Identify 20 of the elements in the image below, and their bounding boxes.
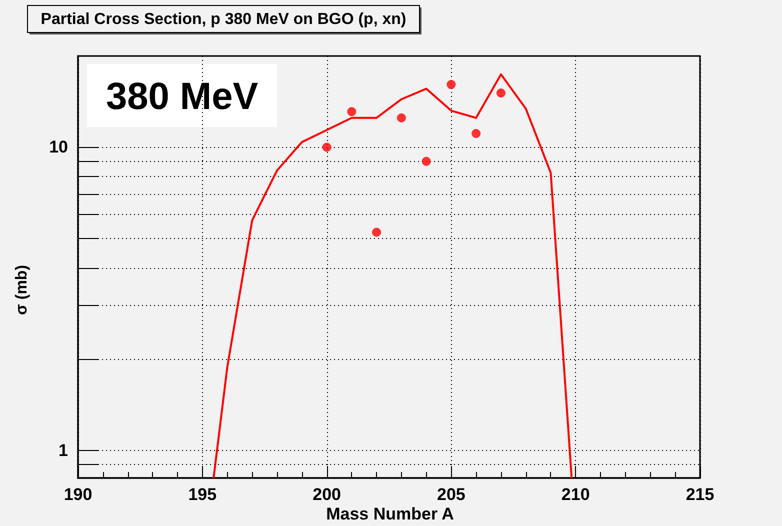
y-tick-label: 1 (58, 440, 68, 460)
annotation: 380 MeV (106, 76, 259, 118)
point (472, 128, 481, 138)
point (322, 142, 332, 152)
x-tick-label: 200 (312, 485, 341, 504)
x-tick-label: 215 (686, 485, 714, 504)
point (396, 113, 406, 122)
x-tick-label: 205 (437, 485, 466, 504)
x-tick-label: 210 (561, 485, 590, 504)
x-axis-title: Mass Number A (326, 504, 454, 524)
x-tick-label: 195 (188, 485, 217, 504)
y-axis-title: σ (mb) (14, 264, 30, 316)
chart-title: Partial Cross Section, p 380 MeV on BGO (p, xn) (40, 11, 406, 28)
y-tick-label: 10 (49, 138, 68, 157)
x-tick-label: 190 (64, 485, 92, 504)
point (496, 88, 506, 98)
point (372, 228, 382, 237)
point (347, 107, 356, 116)
point (422, 156, 431, 166)
point (446, 80, 456, 90)
